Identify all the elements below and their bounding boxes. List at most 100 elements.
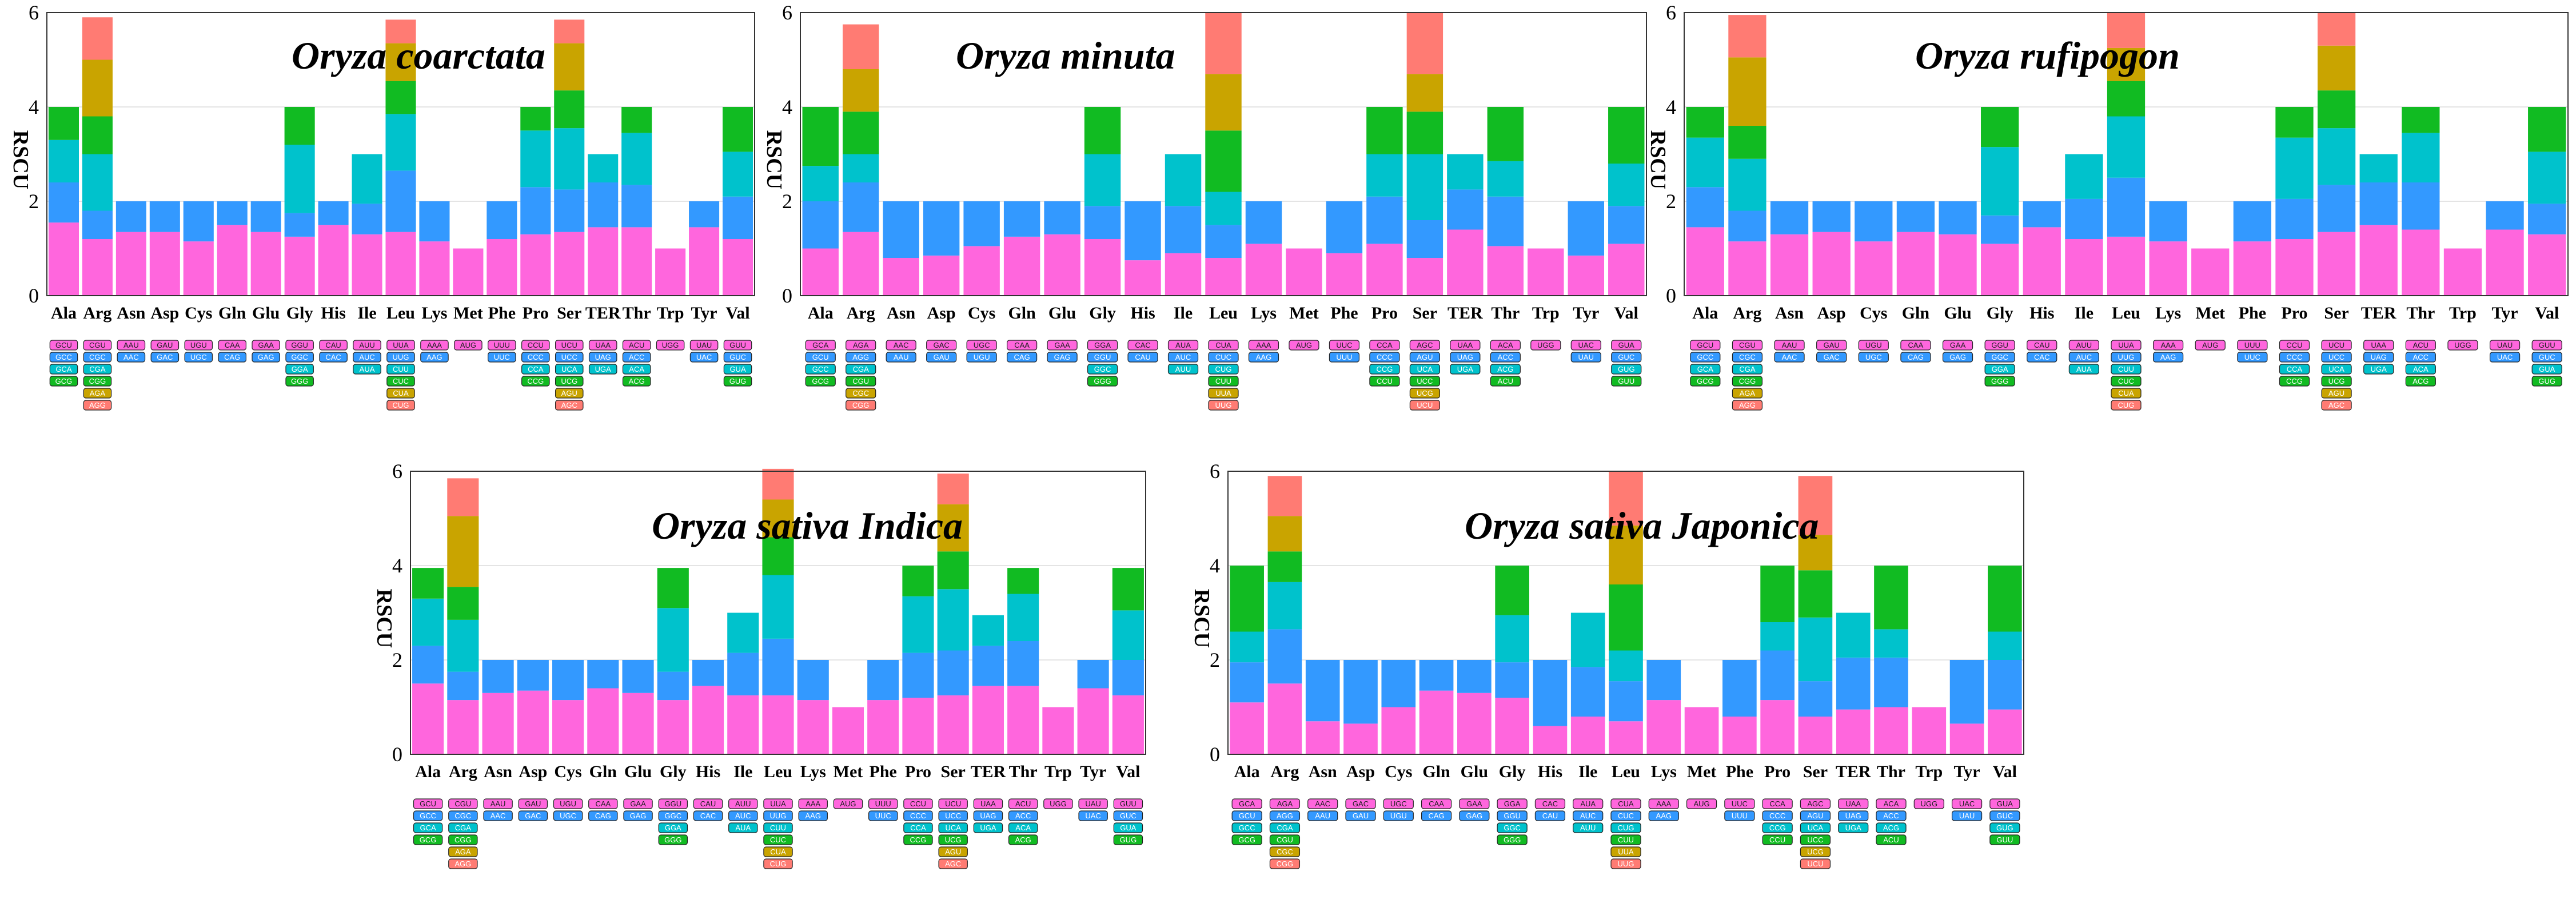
codon-box-bg: [83, 376, 112, 387]
bar-stack-val: [1608, 107, 1645, 296]
codon-box-bg: [2531, 376, 2562, 387]
bar-segment: [1406, 13, 1443, 74]
bar-segment: [797, 700, 829, 754]
x-tick-label: Tyr: [691, 304, 717, 323]
bar-segment: [1874, 566, 1908, 630]
codon-legend-box: GUA: [1611, 340, 1642, 351]
codon-label: UCU: [561, 341, 577, 349]
codon-label: AGG: [89, 401, 106, 409]
codon-legend-box: UCC: [2321, 352, 2352, 363]
codon-label: UUU: [875, 799, 891, 808]
codon-label: CUG: [770, 860, 787, 868]
codon-label: CCU: [1377, 377, 1393, 385]
bar-segment: [963, 201, 1000, 246]
codon-label: UCC: [2328, 353, 2344, 361]
codon-legend-box: CGC: [83, 352, 112, 363]
codon-label: UGG: [1920, 799, 1937, 808]
x-tick-label: Val: [725, 304, 749, 323]
bar-segment: [1406, 74, 1443, 112]
codon-label: GAA: [1466, 799, 1482, 808]
codon-label: CCA: [1769, 799, 1785, 808]
codon-label: AGG: [852, 353, 869, 361]
codon-box-bg: [1231, 834, 1262, 845]
bar-segment: [2402, 229, 2440, 296]
codon-legend-box: ACU: [2405, 340, 2436, 351]
codon-box-bg: [1113, 822, 1143, 833]
codon-legend-box: CGG: [448, 834, 478, 845]
codon-legend-box: AGC: [2321, 400, 2352, 411]
codon-legend-box: CCC: [1762, 810, 1793, 821]
codon-legend-box: ACC: [1876, 810, 1907, 821]
codon-label: ACU: [2413, 341, 2429, 349]
codon-legend-box: UGU: [1858, 340, 1889, 351]
y-tick-label: 4: [29, 96, 39, 118]
codon-label: GAA: [258, 341, 274, 349]
codon-box-bg: [833, 798, 863, 809]
bar-segment: [352, 204, 382, 234]
bar-segment: [115, 201, 146, 232]
codon-label: GAG: [258, 353, 274, 361]
codon-legend-box: GCC: [805, 364, 836, 375]
bar-segment: [1528, 248, 1564, 296]
codon-legend-box: GCU: [413, 798, 443, 809]
codon-legend-box: ACC: [1008, 810, 1038, 821]
bar-stack-asn: [1305, 660, 1340, 754]
codon-box-bg: [1816, 352, 1847, 363]
codon-box-bg: [1497, 798, 1528, 809]
x-tick-label: Cys: [554, 762, 581, 781]
codon-legend-box: UUC: [868, 810, 898, 821]
codon-box-bg: [798, 798, 828, 809]
codon-label: UGA: [595, 365, 612, 373]
codon-label: GGC: [1991, 353, 2008, 361]
bar-segment: [217, 201, 248, 225]
codon-label: UGA: [2371, 365, 2387, 373]
codon-box-bg: [938, 846, 968, 857]
codon-label: CCU: [528, 341, 544, 349]
codon-legend-box: AAA: [1648, 798, 1679, 809]
bar-segment: [1684, 707, 1719, 754]
x-tick-label: Arg: [847, 304, 875, 323]
codon-label: CAA: [1908, 341, 1924, 349]
bar-segment: [1267, 629, 1302, 684]
codon-box-bg: [966, 340, 997, 351]
codon-box-bg: [1762, 810, 1793, 821]
bar-segment: [1124, 201, 1161, 261]
codon-legend-box: UAG: [1450, 352, 1481, 363]
bar-segment: [1568, 255, 1604, 296]
codon-label: UGU: [190, 341, 207, 349]
codon-box-bg: [1762, 834, 1793, 845]
bar-stack-thr: [1007, 568, 1039, 754]
bar-stack-thr: [2402, 107, 2440, 296]
bar-segment: [1760, 566, 1795, 622]
codon-box-bg: [588, 798, 618, 809]
bar-segment: [352, 154, 382, 204]
x-tick-label: Gly: [1089, 304, 1116, 323]
codon-box-bg: [2531, 352, 2562, 363]
codon-legend-box: GAA: [623, 798, 653, 809]
codon-label: UCU: [2328, 341, 2344, 349]
codon-legend-box: CCU: [2279, 340, 2310, 351]
codon-label: GGU: [1504, 811, 1521, 820]
bar-stack-pro: [2275, 107, 2314, 296]
codon-box-bg: [420, 340, 449, 351]
codon-box-bg: [2321, 340, 2352, 351]
codon-label: CAC: [1542, 799, 1558, 808]
bar-stack-thr: [1487, 107, 1524, 296]
codon-label: GAU: [525, 799, 541, 808]
codon-label: ACA: [1498, 341, 1513, 349]
x-tick-label: Arg: [83, 304, 111, 323]
codon-label: UAU: [1959, 811, 1975, 820]
y-tick-label: 0: [782, 284, 792, 307]
codon-legend-box: ACG: [1490, 364, 1521, 375]
bar-segment: [802, 107, 839, 166]
codon-label: CUA: [1618, 799, 1634, 808]
codon-label: UAU: [2497, 341, 2513, 349]
codon-box-bg: [555, 364, 584, 375]
codon-box-bg: [448, 822, 478, 833]
codon-box-bg: [1345, 810, 1376, 821]
bar-segment: [2065, 239, 2103, 296]
bar-segment: [722, 152, 753, 197]
bar-segment: [1912, 707, 1947, 754]
codon-box-bg: [1570, 352, 1601, 363]
codon-box-bg: [723, 340, 752, 351]
